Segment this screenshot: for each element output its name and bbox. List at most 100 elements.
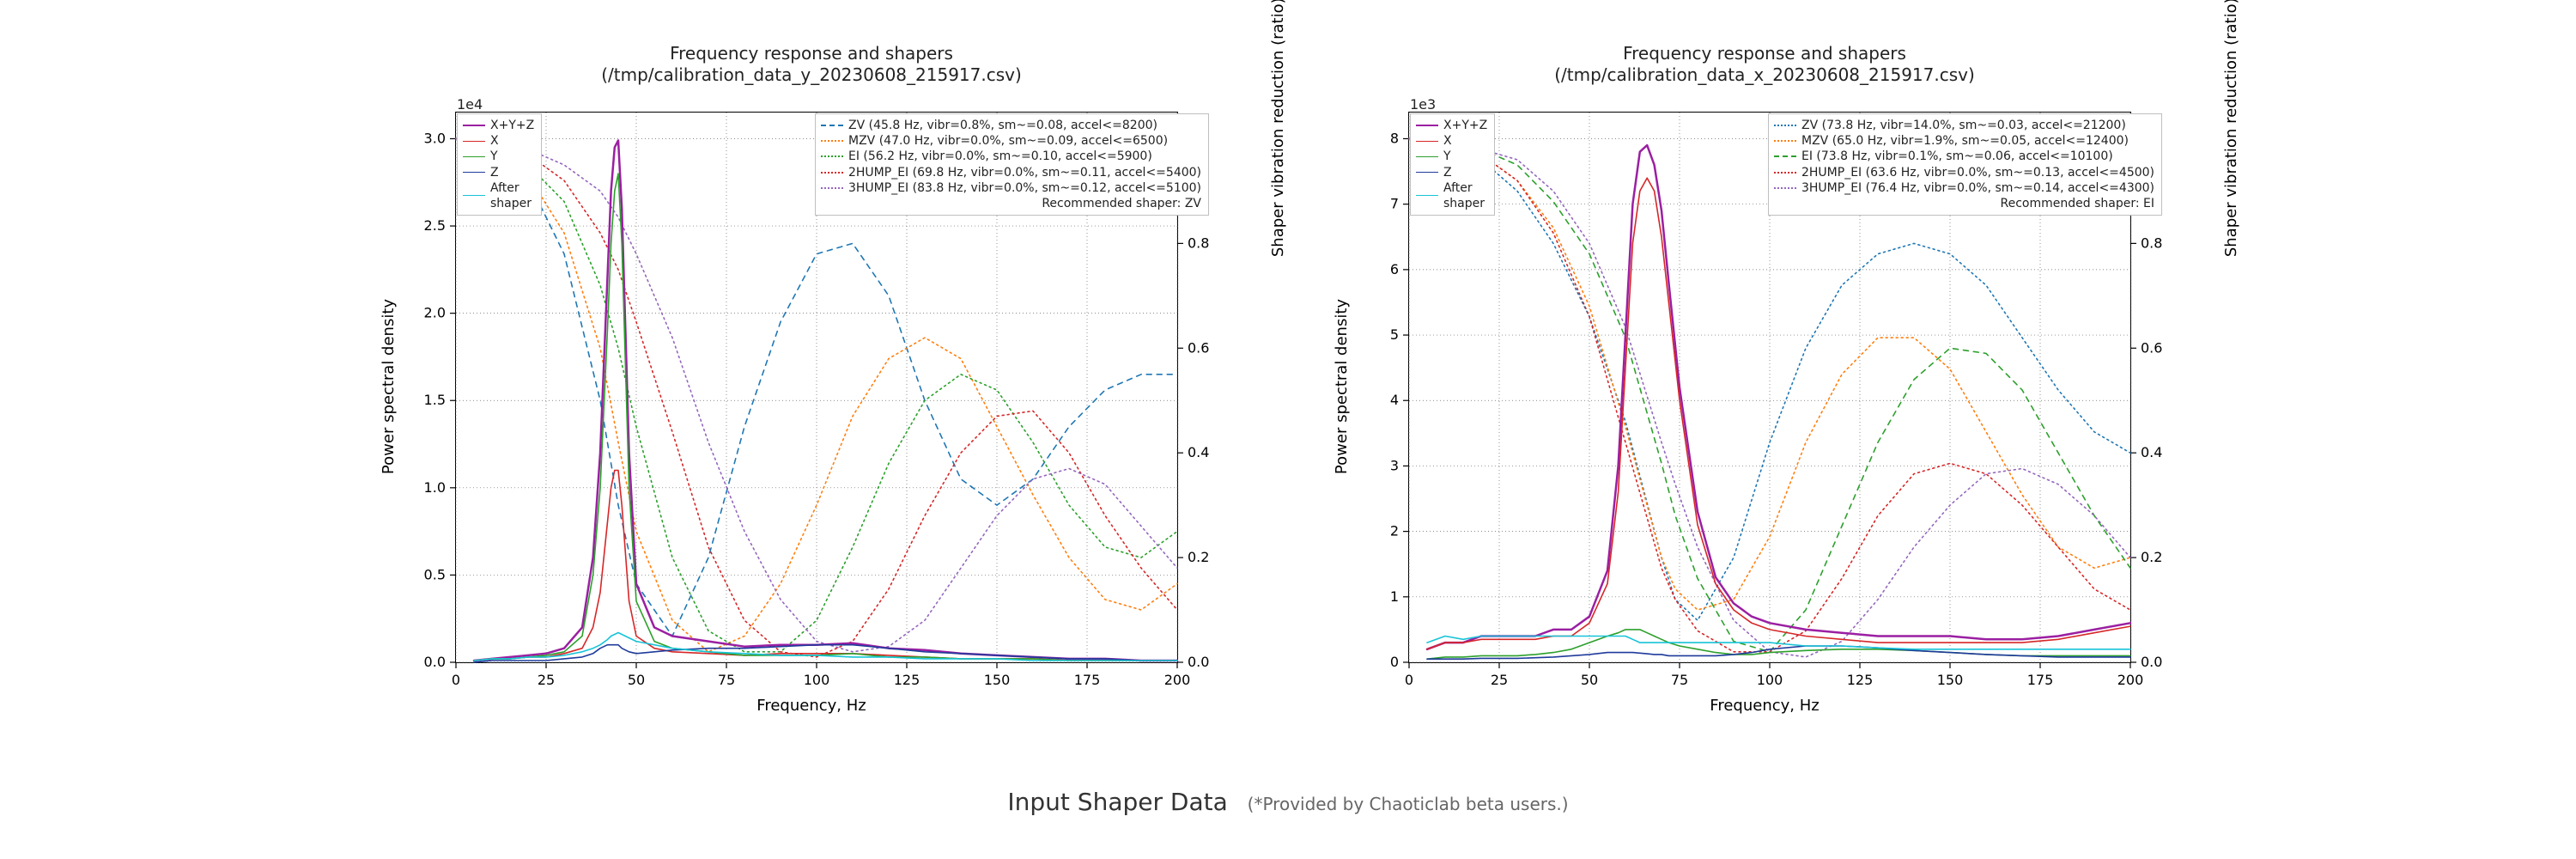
y-left-tick-label: 3.0 <box>424 130 446 146</box>
x-tick-label: 150 <box>1937 672 1964 688</box>
y-left-tick-label: 0 <box>1390 654 1399 670</box>
y-right-tick-label: 0.4 <box>1188 444 1209 460</box>
x-tick-label: 75 <box>1671 672 1688 688</box>
y-right-tick-label: 0.0 <box>2141 654 2162 670</box>
x-tick-label: 0 <box>452 672 460 688</box>
legend-label: X+Y+Z <box>490 118 534 133</box>
legend-label: 2HUMP_EI (63.6 Hz, vibr=0.0%, sm~=0.13, … <box>1801 165 2154 180</box>
x-axis-label: Frequency, Hz <box>1314 697 2215 715</box>
legend-label: MZV (47.0 Hz, vibr=0.0%, sm~=0.09, accel… <box>848 133 1168 149</box>
x-tick-label: 125 <box>894 672 920 688</box>
legend-swatch <box>1416 156 1438 157</box>
legend-label: EI (56.2 Hz, vibr=0.0%, sm~=0.10, accel<… <box>848 149 1152 164</box>
x-tick-label: 150 <box>984 672 1011 688</box>
x-tick-label: 175 <box>2027 672 2054 688</box>
y-right-tick-label: 0.8 <box>2141 235 2162 251</box>
caption-main: Input Shaper Data <box>1007 788 1227 816</box>
y-right-tick-label: 0.4 <box>2141 444 2162 460</box>
psd-y <box>1427 630 2130 659</box>
chart-title: Frequency response and shapers (/tmp/cal… <box>1314 43 2215 86</box>
legend-label: Z <box>1443 165 1452 180</box>
caption-note: (*Provided by Chaoticlab beta users.) <box>1248 794 1569 814</box>
legend-label: EI (73.8 Hz, vibr=0.1%, sm~=0.06, accel<… <box>1801 149 2113 164</box>
psd-x <box>1427 178 2130 649</box>
y-exponent-label: 1e3 <box>1410 96 1436 113</box>
legend-row: X <box>1416 133 1487 149</box>
x-tick-label: 25 <box>538 672 555 688</box>
legend-swatch <box>463 125 485 126</box>
y-left-tick-label: 4 <box>1390 392 1399 408</box>
legend-swatch <box>463 195 485 196</box>
legend-row: ZV (73.8 Hz, vibr=14.0%, sm~=0.03, accel… <box>1774 118 2154 133</box>
legend-swatch <box>1774 172 1796 174</box>
legend-shapers: ZV (73.8 Hz, vibr=14.0%, sm~=0.03, accel… <box>1768 113 2162 216</box>
x-tick-label: 125 <box>1847 672 1874 688</box>
x-tick-label: 200 <box>1164 672 1191 688</box>
legend-row: 2HUMP_EI (63.6 Hz, vibr=0.0%, sm~=0.13, … <box>1774 165 2154 180</box>
legend-row: EI (56.2 Hz, vibr=0.0%, sm~=0.10, accel<… <box>821 149 1201 164</box>
x-tick-label: 75 <box>718 672 735 688</box>
psd-curves <box>474 141 1177 663</box>
y-left-tick-label: 6 <box>1390 261 1399 277</box>
y-left-tick-label: 3 <box>1390 457 1399 473</box>
legend-row: Y <box>463 149 534 164</box>
psd-sum <box>474 141 1177 661</box>
legend-swatch <box>1774 187 1796 189</box>
legend-label: MZV (65.0 Hz, vibr=1.9%, sm~=0.05, accel… <box>1801 133 2129 149</box>
legend-label: ZV (73.8 Hz, vibr=14.0%, sm~=0.03, accel… <box>1801 118 2126 133</box>
y-left-tick-label: 1 <box>1390 588 1399 605</box>
legend-swatch <box>821 187 843 189</box>
legend-row: Z <box>1416 165 1487 180</box>
x-tick-label: 50 <box>628 672 645 688</box>
legend-label: 2HUMP_EI (69.8 Hz, vibr=0.0%, sm~=0.11, … <box>848 165 1201 180</box>
legend-label: After shaper <box>490 180 532 211</box>
legend-row: After shaper <box>463 180 534 211</box>
y-right-tick-label: 0.2 <box>1188 549 1209 565</box>
legend-row: Y <box>1416 149 1487 164</box>
legend-row: X <box>463 133 534 149</box>
legend-row: After shaper <box>1416 180 1487 211</box>
legend-recommended: Recommended shaper: EI <box>1774 196 2154 211</box>
legend-label: ZV (45.8 Hz, vibr=0.8%, sm~=0.08, accel<… <box>848 118 1157 133</box>
axis-ticks <box>450 138 1183 668</box>
legend-swatch <box>463 141 485 142</box>
legend-swatch <box>1774 125 1796 126</box>
legend-swatch <box>821 155 843 157</box>
y-right-tick-label: 0.6 <box>1188 339 1209 356</box>
charts-row: Frequency response and shapers (/tmp/cal… <box>361 43 2215 747</box>
legend-label: X <box>490 133 499 149</box>
x-tick-label: 100 <box>1757 672 1783 688</box>
legend-row: 3HUMP_EI (83.8 Hz, vibr=0.0%, sm~=0.12, … <box>821 180 1201 196</box>
y-left-tick-label: 2.0 <box>424 305 446 321</box>
legend-recommended: Recommended shaper: ZV <box>821 196 1201 211</box>
chart-y-axis-calibration: Frequency response and shapers (/tmp/cal… <box>361 43 1262 747</box>
legend-row: 2HUMP_EI (69.8 Hz, vibr=0.0%, sm~=0.11, … <box>821 165 1201 180</box>
legend-shapers: ZV (45.8 Hz, vibr=0.8%, sm~=0.08, accel<… <box>815 113 1209 216</box>
legend-label: Y <box>1443 149 1451 164</box>
x-tick-label: 50 <box>1581 672 1598 688</box>
legend-label: 3HUMP_EI (83.8 Hz, vibr=0.0%, sm~=0.12, … <box>848 180 1201 196</box>
legend-swatch <box>1416 195 1438 196</box>
legend-row: 3HUMP_EI (76.4 Hz, vibr=0.0%, sm~=0.14, … <box>1774 180 2154 196</box>
y-right-tick-label: 0.0 <box>1188 654 1209 670</box>
y-left-tick-label: 1.5 <box>424 392 446 408</box>
legend-swatch <box>1416 125 1438 126</box>
figure-caption: Input Shaper Data (*Provided by Chaoticl… <box>0 788 2576 816</box>
y-left-tick-label: 2.5 <box>424 217 446 234</box>
legend-row: EI (73.8 Hz, vibr=0.1%, sm~=0.06, accel<… <box>1774 149 2154 164</box>
y-right-tick-label: 0.2 <box>2141 549 2162 565</box>
legend-row: X+Y+Z <box>1416 118 1487 133</box>
legend-swatch <box>1416 172 1438 173</box>
y-left-tick-label: 1.0 <box>424 479 446 496</box>
legend-label: X+Y+Z <box>1443 118 1487 133</box>
legend-psd: X+Y+ZXYZAfter shaper <box>1410 113 1495 216</box>
psd-after <box>474 633 1177 661</box>
y-right-tick-label: 0.8 <box>1188 235 1209 251</box>
y-right-tick-label: 0.6 <box>2141 339 2162 356</box>
x-axis-label: Frequency, Hz <box>361 697 1262 715</box>
legend-swatch <box>1416 141 1438 142</box>
legend-swatch <box>821 125 843 126</box>
legend-swatch <box>821 140 843 142</box>
legend-swatch <box>463 156 485 157</box>
legend-row: Z <box>463 165 534 180</box>
